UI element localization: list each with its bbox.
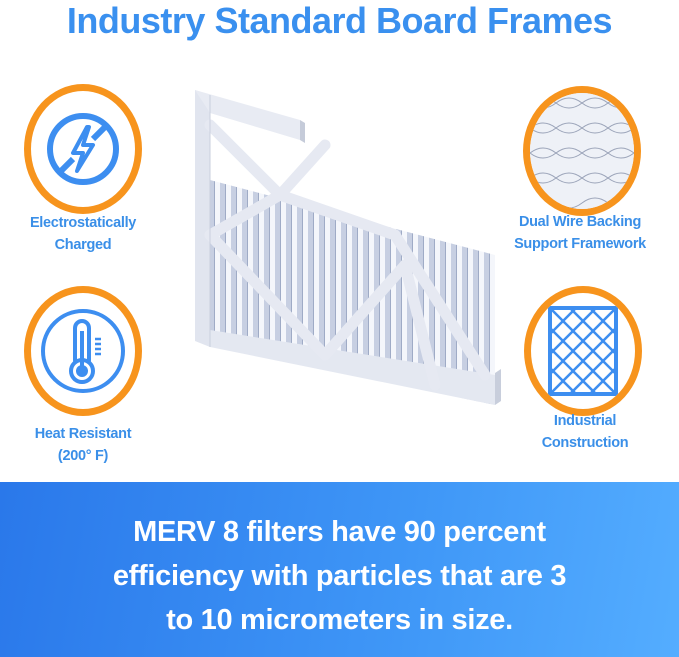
grid-frame-icon [548,306,618,396]
label-line: Industrial [553,413,617,429]
air-filter-product-image [195,90,501,405]
feature-wire-badge [523,86,641,216]
feature-heat-badge [24,286,142,416]
feature-heat-label: Heat Resistant (200° F) [0,423,168,467]
label-line: Heat Resistant [34,426,132,442]
feature-wire-label: Dual Wire Backing Support Framework [495,211,665,255]
label-line: Electrostatically [29,215,137,231]
banner-line-1: MERV 8 filters have 90 percent [133,516,546,548]
feature-electrostatic-badge [24,84,142,214]
page-title: Industry Standard Board Frames [66,0,613,41]
label-line: Construction [541,435,629,451]
feature-industrial-label: Industrial Construction [500,410,670,454]
thermometer-icon [41,309,125,393]
lightning-bolt-icon [47,113,119,185]
banner-line-2: efficiency with particles that are 3 [112,560,567,592]
banner-line-3: to 10 micrometers in size. [166,604,513,636]
banner-text: MERV 8 filters have 90 percent efficienc… [0,510,679,642]
label-line: Dual Wire Backing [518,214,642,230]
label-line: Support Framework [514,236,646,252]
feature-electrostatic-label: Electrostatically Charged [0,212,168,256]
label-line: Charged [54,237,112,253]
merv-info-banner: MERV 8 filters have 90 percent efficienc… [0,482,679,657]
feature-industrial-badge [524,286,642,416]
wire-mesh-closeup-icon [530,93,634,209]
label-line: (200° F) [57,448,109,464]
